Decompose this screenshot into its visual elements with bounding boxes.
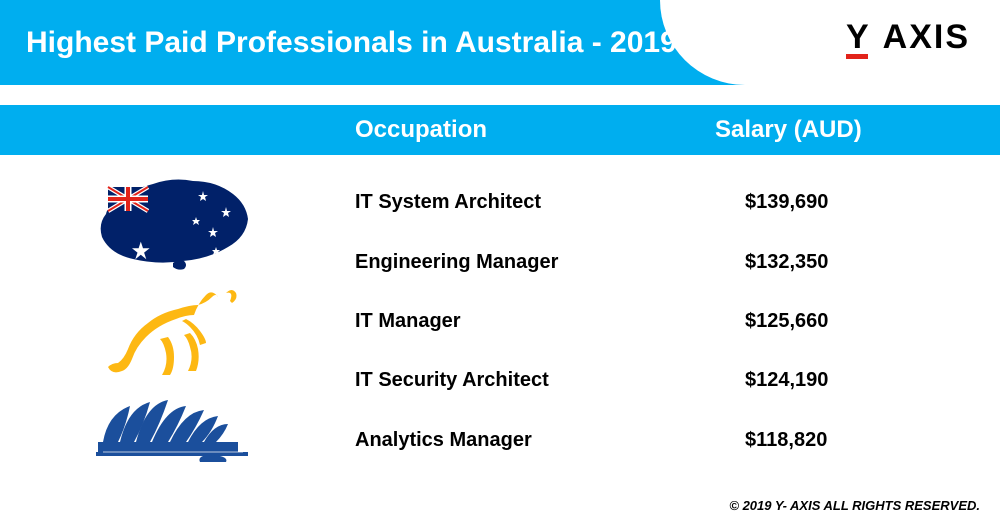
table-row: IT Manager $125,660 <box>345 310 1000 333</box>
footer-copyright: © 2019 Y- AXIS ALL RIGHTS RESERVED. <box>729 498 980 513</box>
logo-y: Y <box>846 18 871 57</box>
table-row: IT System Architect $139,690 <box>345 191 1000 214</box>
content: IT System Architect $139,690 Engineering… <box>0 155 1000 480</box>
occupation-cell: Analytics Manager <box>345 429 675 452</box>
australia-map-icon <box>88 169 258 279</box>
header: Highest Paid Professionals in Australia … <box>0 0 1000 85</box>
logo-axis: AXIS <box>883 18 970 57</box>
salary-cell: $124,190 <box>675 369 1000 392</box>
brand-logo: Y AXIS <box>846 18 970 57</box>
occupation-cell: IT Security Architect <box>345 369 675 392</box>
col-salary-header: Salary (AUD) <box>675 116 1000 144</box>
occupation-cell: IT Manager <box>345 310 675 333</box>
table-row: Engineering Manager $132,350 <box>345 251 1000 274</box>
logo-underline <box>846 54 868 59</box>
salary-cell: $118,820 <box>675 429 1000 452</box>
page-title: Highest Paid Professionals in Australia … <box>26 26 677 60</box>
kangaroo-icon <box>98 279 248 384</box>
salary-cell: $125,660 <box>675 310 1000 333</box>
salary-cell: $139,690 <box>675 191 1000 214</box>
occupation-cell: Engineering Manager <box>345 251 675 274</box>
col-occupation-header: Occupation <box>345 116 675 144</box>
sydney-opera-house-icon <box>88 384 258 474</box>
occupation-cell: IT System Architect <box>345 191 675 214</box>
table-row: Analytics Manager $118,820 <box>345 429 1000 452</box>
salary-cell: $132,350 <box>675 251 1000 274</box>
table-row: IT Security Architect $124,190 <box>345 369 1000 392</box>
table-header: Occupation Salary (AUD) <box>0 105 1000 155</box>
icons-column <box>0 155 345 480</box>
data-column: IT System Architect $139,690 Engineering… <box>345 155 1000 480</box>
title-band: Highest Paid Professionals in Australia … <box>0 0 760 85</box>
